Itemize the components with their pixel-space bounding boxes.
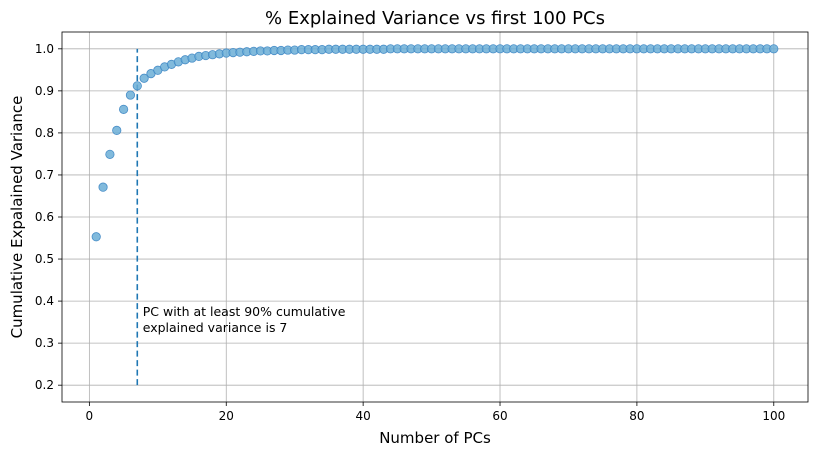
y-tick-label: 0.5 [35,252,54,266]
annotation-line-2: explained variance is 7 [143,320,288,335]
y-tick-label: 0.4 [35,294,54,308]
x-tick-label: 0 [86,409,94,423]
data-point [118,104,129,114]
x-tick-label: 40 [355,409,370,423]
x-axis-label: Number of PCs [379,429,491,447]
data-point [132,81,142,91]
data-point [98,182,108,192]
y-axis-label: Cumulative Expalained Variance [8,96,26,339]
data-point [139,73,149,83]
x-tick-label: 80 [629,409,644,423]
grid-layer [62,32,808,402]
ticks-layer: 0 20 40 60 80 100 0.2 0.3 0.4 0.5 0.6 0.7 0.8 0.9 1.0 [35,42,785,423]
y-tick-label: 0.2 [35,378,54,392]
x-tick-label: 100 [762,409,785,423]
x-tick-label: 60 [492,409,507,423]
y-tick-label: 0.7 [35,168,54,182]
data-point [112,125,122,135]
data-point [769,44,779,54]
y-tick-label: 0.3 [35,336,54,350]
y-tick-label: 0.8 [35,126,54,140]
y-tick-label: 0.9 [35,84,54,98]
data-point [125,90,136,100]
data-points-layer [91,44,779,242]
x-tick-label: 20 [219,409,234,423]
data-point [91,232,101,242]
data-point [105,149,115,159]
y-tick-label: 0.6 [35,210,54,224]
annotation-line-1: PC with at least 90% cumulative [143,304,346,319]
chart-title: % Explained Variance vs first 100 PCs [265,8,605,29]
y-tick-label: 1.0 [35,42,54,56]
